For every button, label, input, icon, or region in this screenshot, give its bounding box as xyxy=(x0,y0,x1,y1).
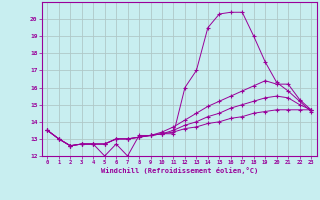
X-axis label: Windchill (Refroidissement éolien,°C): Windchill (Refroidissement éolien,°C) xyxy=(100,167,258,174)
